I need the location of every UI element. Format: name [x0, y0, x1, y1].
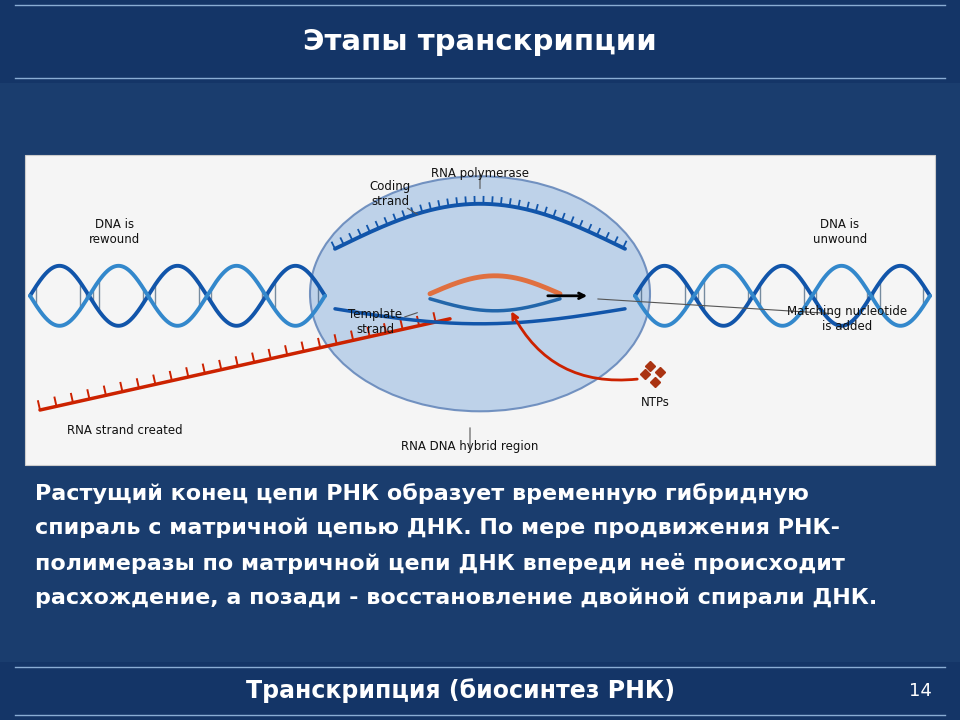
- Text: Растущий конец цепи РНК образует временную гибридную: Растущий конец цепи РНК образует временн…: [35, 483, 809, 504]
- Text: DNA is
rewound: DNA is rewound: [89, 217, 140, 246]
- Ellipse shape: [310, 176, 650, 411]
- Bar: [0, 0, 960, 83]
- Bar: [0, 662, 960, 720]
- Text: DNA is
unwound: DNA is unwound: [813, 217, 867, 246]
- Text: полимеразы по матричной цепи ДНК впереди неё происходит: полимеразы по матричной цепи ДНК впереди…: [35, 553, 845, 574]
- Text: RNA polymerase: RNA polymerase: [431, 167, 529, 180]
- Text: Template
strand: Template strand: [348, 307, 402, 336]
- Text: RNA DNA hybrid region: RNA DNA hybrid region: [401, 440, 539, 453]
- Bar: [25, 155, 935, 465]
- Text: расхождение, а позади - восстановление двойной спирали ДНК.: расхождение, а позади - восстановление д…: [35, 588, 877, 608]
- Text: Транскрипция (биосинтез РНК): Транскрипция (биосинтез РНК): [246, 678, 675, 703]
- Text: 14: 14: [908, 682, 931, 700]
- Text: Matching nucleotide
is added: Matching nucleotide is added: [787, 305, 907, 333]
- Text: NTPs: NTPs: [640, 396, 669, 409]
- Text: Coding
strand: Coding strand: [370, 180, 411, 208]
- Text: RNA strand created: RNA strand created: [67, 423, 182, 436]
- Text: Этапы транскрипции: Этапы транскрипции: [303, 27, 657, 55]
- Text: спираль с матричной цепью ДНК. По мере продвижения РНК-: спираль с матричной цепью ДНК. По мере п…: [35, 518, 840, 539]
